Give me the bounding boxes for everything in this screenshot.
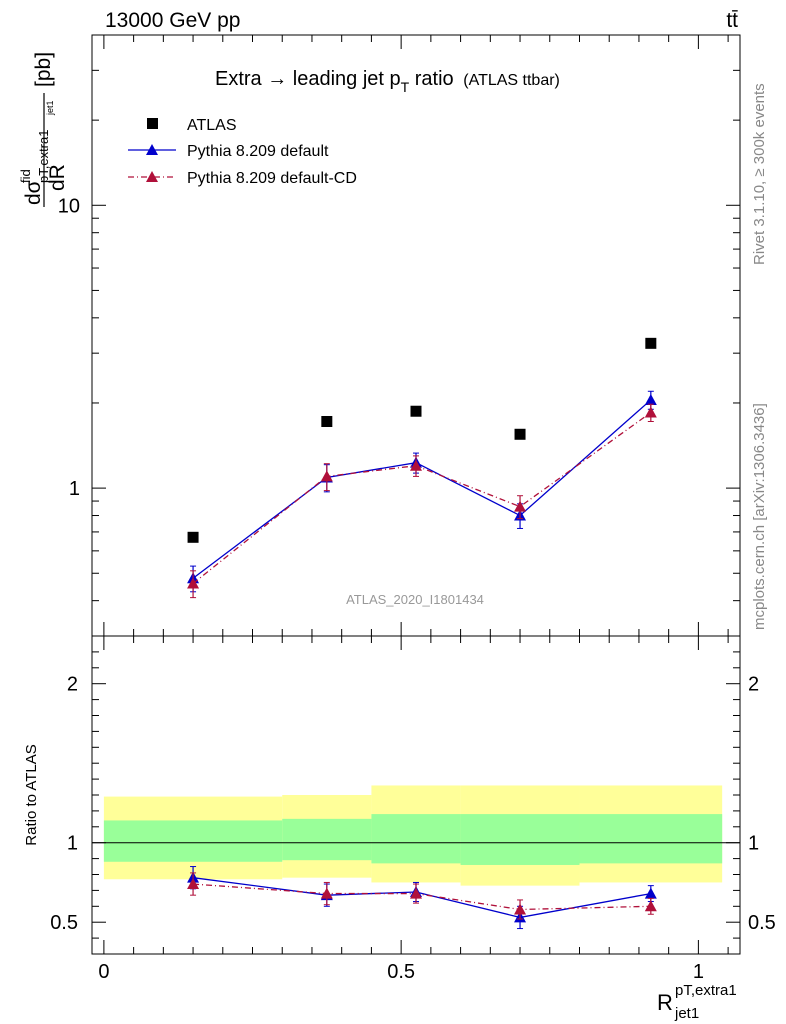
ratio-xtick-label: 0 — [98, 961, 109, 983]
xlabel-base: R — [657, 990, 673, 1015]
ratio-data-point — [410, 887, 422, 899]
ratio-data-point — [187, 878, 200, 890]
ratio-stat-band — [460, 814, 580, 865]
ratio-stat-band — [371, 814, 461, 864]
ratio-axes: 0.5 0.5 1 1 2 2 0 0.5 1 — [50, 636, 776, 983]
ylabel-unit: [pb] — [32, 52, 55, 87]
plot-title-tail: ratio — [409, 68, 453, 90]
mcplots-label: mcplots.cern.ch [arXiv:1306.3436] — [751, 403, 768, 630]
main-data-point — [644, 393, 657, 405]
ratio-panel: 0.5 0.5 1 1 2 2 0 0.5 1 Ratio to ATLAS R pT,extr… — [23, 635, 776, 1022]
ratio-ytick-label-right: 1 — [748, 833, 759, 855]
main-panel: ATLAS_2020_I1801434 1 10 Extra → leading … — [18, 34, 741, 637]
main-data-point — [514, 500, 527, 512]
main-series-line — [192, 399, 652, 579]
legend-marker-default-cd — [146, 171, 158, 182]
process-label: tt̄ — [726, 9, 738, 32]
plot-title: Extra → leading jet pT ratio (ATLAS ttba… — [215, 68, 560, 95]
main-ytick-label: 10 — [58, 195, 80, 217]
ratio-ytick-label-left: 1 — [67, 833, 78, 855]
plot-title-note: (ATLAS ttbar) — [463, 72, 560, 89]
ratio-stat-band — [579, 814, 723, 864]
ylabel-dR: dR — [46, 164, 69, 191]
ratio-ytick-label-right: 2 — [748, 674, 759, 696]
ratio-series-group — [187, 866, 657, 930]
ratio-series-1 — [187, 872, 657, 920]
xlabel-sup: pT,extra1 — [675, 982, 737, 999]
ratio-xlabel: R pT,extra1 jet1 — [657, 982, 737, 1022]
ylabel-sup: fid — [18, 169, 33, 183]
main-data-point — [410, 405, 422, 417]
ratio-data-point — [644, 887, 657, 899]
xlabel-sub: jet1 — [674, 1005, 699, 1022]
main-series-0 — [187, 337, 657, 543]
main-data-point — [321, 415, 333, 427]
main-data-point — [514, 428, 526, 440]
ratio-data-point — [644, 900, 657, 912]
ratio-ylabel: Ratio to ATLAS — [23, 744, 40, 845]
main-data-point — [644, 406, 657, 418]
plot-title-subscript: T — [401, 79, 410, 95]
main-data-point — [320, 470, 333, 482]
legend: ATLAS Pythia 8.209 default Pythia 8.209 … — [128, 117, 357, 187]
ratio-data-point — [514, 903, 527, 915]
legend-label-atlas: ATLAS — [187, 117, 237, 134]
ylabel-subsub: jet1 — [45, 100, 55, 116]
legend-label-default: Pythia 8.209 default — [187, 143, 329, 160]
legend-label-default-cd: Pythia 8.209 default-CD — [187, 170, 357, 187]
analysis-watermark: ATLAS_2020_I1801434 — [346, 592, 484, 607]
main-data-point — [187, 531, 199, 543]
plot-title-main: Extra → leading jet p — [215, 68, 401, 90]
legend-marker-default — [146, 144, 158, 155]
beam-label: 13000 GeV pp — [105, 9, 240, 32]
ylabel-d: d — [22, 193, 45, 205]
ratio-xtick-label: 0.5 — [387, 961, 415, 983]
main-data-point — [645, 337, 657, 349]
ratio-ytick-label-left: 2 — [67, 674, 78, 696]
main-series-1 — [187, 390, 657, 593]
main-ytick-label: 1 — [69, 478, 80, 500]
ratio-ytick-label-right: 0.5 — [748, 912, 776, 934]
ratio-ytick-label-left: 0.5 — [50, 912, 78, 934]
legend-marker-atlas — [147, 118, 158, 129]
main-axes: 1 10 — [58, 34, 740, 637]
ratio-xtick-label: 1 — [693, 961, 704, 983]
main-ylabel: dσ fid pT,extra1 jet1 dR [pb] — [18, 52, 69, 207]
main-series-2 — [187, 403, 657, 599]
main-series-group — [187, 337, 657, 599]
main-data-point — [187, 577, 200, 589]
ratio-stat-band — [282, 818, 372, 861]
rivet-label: Rivet 3.1.10, ≥ 300k events — [751, 83, 768, 265]
ratio-data-point — [320, 887, 333, 899]
ratio-stat-band — [103, 820, 283, 862]
svg-text:dσ: dσ — [22, 180, 45, 205]
main-data-point — [410, 459, 422, 471]
main-series-line — [192, 412, 652, 585]
ylabel-sigma: σ — [22, 180, 45, 193]
ratio-series-line — [192, 877, 651, 919]
ratio-uncertainty-bands — [103, 785, 723, 886]
